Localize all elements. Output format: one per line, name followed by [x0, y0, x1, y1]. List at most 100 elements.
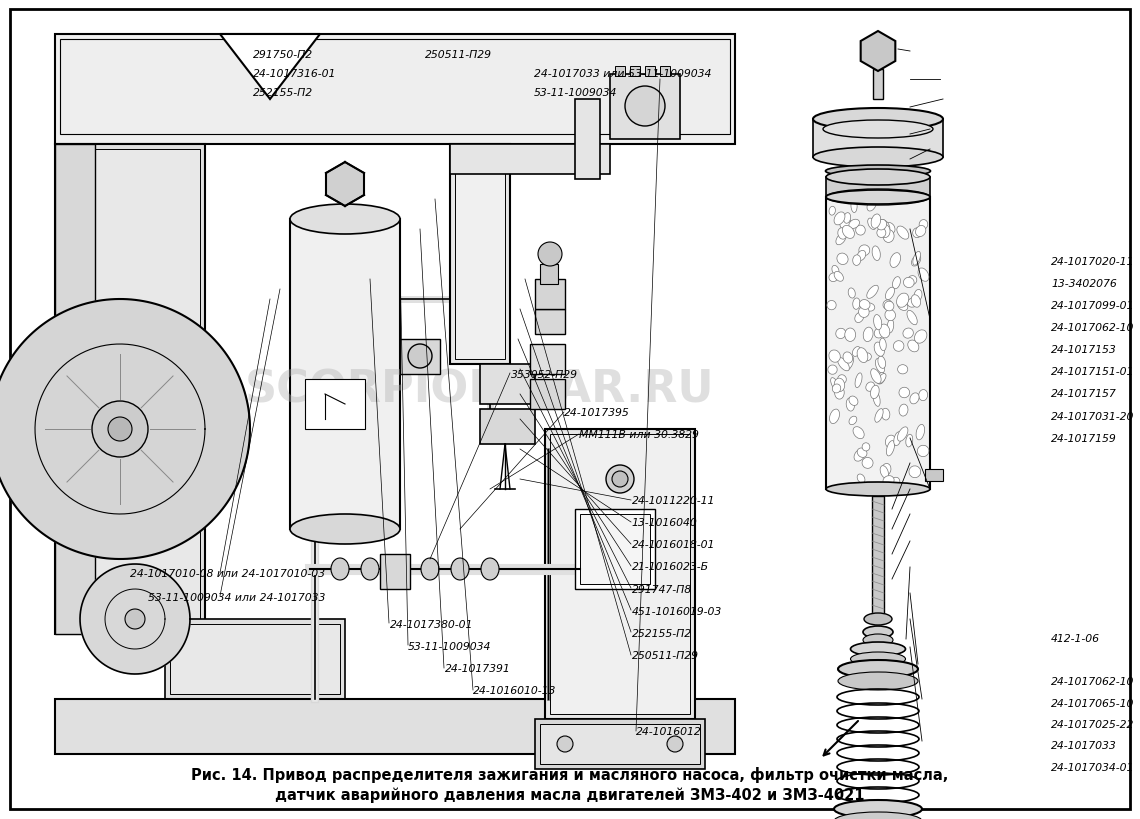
Ellipse shape: [860, 301, 870, 310]
Ellipse shape: [872, 247, 880, 261]
Ellipse shape: [877, 373, 885, 385]
Ellipse shape: [826, 191, 930, 205]
Ellipse shape: [910, 393, 919, 405]
Ellipse shape: [826, 170, 930, 186]
Ellipse shape: [863, 328, 873, 342]
Ellipse shape: [913, 229, 921, 238]
Text: Рис. 14. Привод распределителя зажигания и масляного насоса, фильтр очистки масл: Рис. 14. Привод распределителя зажигания…: [192, 766, 948, 782]
Ellipse shape: [837, 710, 919, 726]
Ellipse shape: [915, 226, 926, 238]
Ellipse shape: [361, 559, 378, 581]
Text: 24-1016012: 24-1016012: [636, 726, 702, 736]
Ellipse shape: [850, 652, 905, 666]
Bar: [549, 434, 690, 714]
Circle shape: [625, 87, 665, 127]
Bar: [55, 145, 95, 634]
Text: ММ111В или 30.3829: ММ111В или 30.3829: [579, 430, 699, 440]
Ellipse shape: [837, 724, 919, 740]
Polygon shape: [861, 32, 895, 72]
Ellipse shape: [897, 365, 907, 374]
Ellipse shape: [897, 227, 909, 240]
Bar: [170, 624, 340, 695]
Bar: [480, 364, 535, 405]
Ellipse shape: [917, 425, 925, 441]
Polygon shape: [80, 564, 190, 674]
Ellipse shape: [813, 109, 943, 131]
Ellipse shape: [868, 219, 876, 230]
Ellipse shape: [829, 351, 840, 363]
Ellipse shape: [854, 450, 865, 462]
Text: 24-1017020-11: 24-1017020-11: [1051, 256, 1134, 266]
Bar: [55, 699, 735, 754]
Text: 13-3402076: 13-3402076: [1051, 278, 1117, 288]
Ellipse shape: [897, 301, 907, 311]
Ellipse shape: [907, 341, 919, 352]
Text: 24-1017380-01: 24-1017380-01: [390, 619, 473, 629]
Ellipse shape: [834, 213, 845, 225]
Ellipse shape: [877, 229, 886, 238]
Bar: [826, 197, 930, 490]
Ellipse shape: [331, 559, 349, 581]
Ellipse shape: [836, 329, 846, 339]
Ellipse shape: [290, 205, 400, 235]
Bar: [55, 35, 735, 145]
Bar: [530, 345, 565, 374]
Ellipse shape: [855, 313, 864, 324]
Text: 24-1017031-20: 24-1017031-20: [1051, 411, 1134, 421]
Ellipse shape: [849, 417, 857, 425]
Bar: [450, 145, 510, 364]
Ellipse shape: [890, 253, 901, 268]
Text: 24-1017316-01: 24-1017316-01: [253, 69, 336, 79]
Text: 24-1017151-01: 24-1017151-01: [1051, 367, 1134, 377]
Ellipse shape: [863, 634, 893, 646]
Ellipse shape: [837, 696, 919, 713]
Ellipse shape: [880, 225, 890, 238]
Ellipse shape: [845, 357, 854, 371]
Text: 24-1017099-01: 24-1017099-01: [1051, 301, 1134, 310]
Bar: [575, 100, 600, 180]
Ellipse shape: [846, 398, 855, 412]
Ellipse shape: [606, 465, 634, 493]
Ellipse shape: [828, 365, 837, 375]
Ellipse shape: [918, 269, 929, 282]
Ellipse shape: [919, 390, 928, 401]
Text: SCORPION-CAR.RU: SCORPION-CAR.RU: [245, 368, 715, 411]
Ellipse shape: [907, 276, 917, 285]
Circle shape: [538, 242, 562, 267]
Ellipse shape: [863, 627, 893, 638]
Bar: [873, 70, 884, 100]
Bar: [813, 120, 943, 158]
Ellipse shape: [858, 307, 869, 318]
Ellipse shape: [844, 214, 850, 224]
Ellipse shape: [826, 482, 930, 496]
Bar: [575, 509, 656, 590]
Text: 53-11-1009034 или 24-1017033: 53-11-1009034 или 24-1017033: [147, 592, 325, 602]
Text: 250511-П29: 250511-П29: [425, 50, 492, 60]
Ellipse shape: [612, 472, 628, 487]
Bar: [545, 429, 695, 719]
Ellipse shape: [826, 301, 836, 310]
Ellipse shape: [887, 441, 895, 456]
Ellipse shape: [837, 752, 919, 768]
Circle shape: [108, 418, 132, 441]
Ellipse shape: [838, 672, 918, 690]
Bar: [630, 67, 640, 77]
Ellipse shape: [837, 766, 919, 782]
Ellipse shape: [864, 304, 874, 312]
Bar: [660, 67, 670, 77]
Text: 24-1017065-10: 24-1017065-10: [1051, 698, 1134, 708]
Bar: [614, 67, 625, 77]
Text: 250511-П29: 250511-П29: [632, 650, 699, 660]
Text: 24-1011220-11: 24-1011220-11: [632, 495, 715, 505]
Ellipse shape: [899, 387, 910, 398]
Ellipse shape: [391, 559, 409, 581]
Ellipse shape: [557, 736, 573, 752]
Ellipse shape: [834, 378, 845, 392]
Bar: [165, 619, 345, 699]
Bar: [580, 514, 650, 584]
Ellipse shape: [885, 310, 896, 321]
Ellipse shape: [842, 352, 853, 364]
Ellipse shape: [857, 348, 868, 363]
Ellipse shape: [881, 464, 891, 476]
Ellipse shape: [886, 224, 895, 234]
